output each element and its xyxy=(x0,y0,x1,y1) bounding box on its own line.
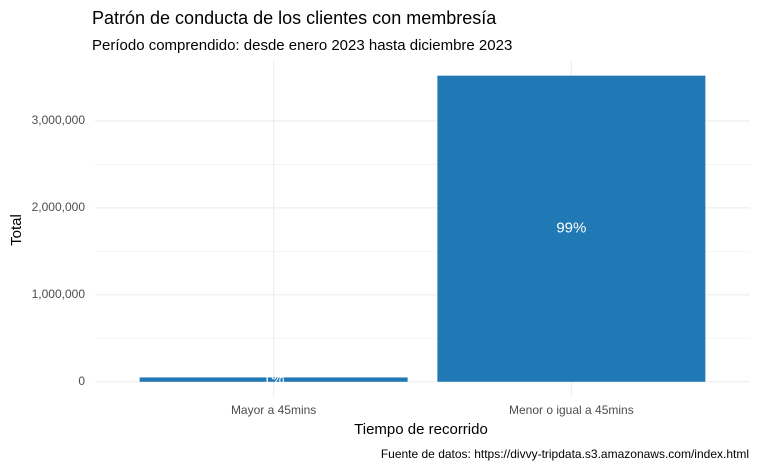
y-tick-label: 2,000,000 xyxy=(32,200,86,214)
y-tick-label: 1,000,000 xyxy=(32,287,86,301)
x-tick-label: Mayor a 45mins xyxy=(231,403,316,417)
y-tick-label: 0 xyxy=(78,374,85,388)
caption: Fuente de datos: https://divvy-tripdata.… xyxy=(381,447,749,461)
x-tick-label: Menor o igual a 45mins xyxy=(509,403,634,417)
chart-title: Patrón de conducta de los clientes con m… xyxy=(92,8,497,28)
x-axis-title: Tiempo de recorrido xyxy=(354,421,488,438)
y-tick-label: 3,000,000 xyxy=(32,113,86,127)
bar xyxy=(437,75,706,382)
chart-subtitle: Período comprendido: desde enero 2023 ha… xyxy=(92,37,512,54)
bar-label: 1% xyxy=(263,371,285,388)
bar-label: 99% xyxy=(556,220,586,237)
bar xyxy=(139,377,408,382)
y-axis-title: Total xyxy=(8,214,25,246)
